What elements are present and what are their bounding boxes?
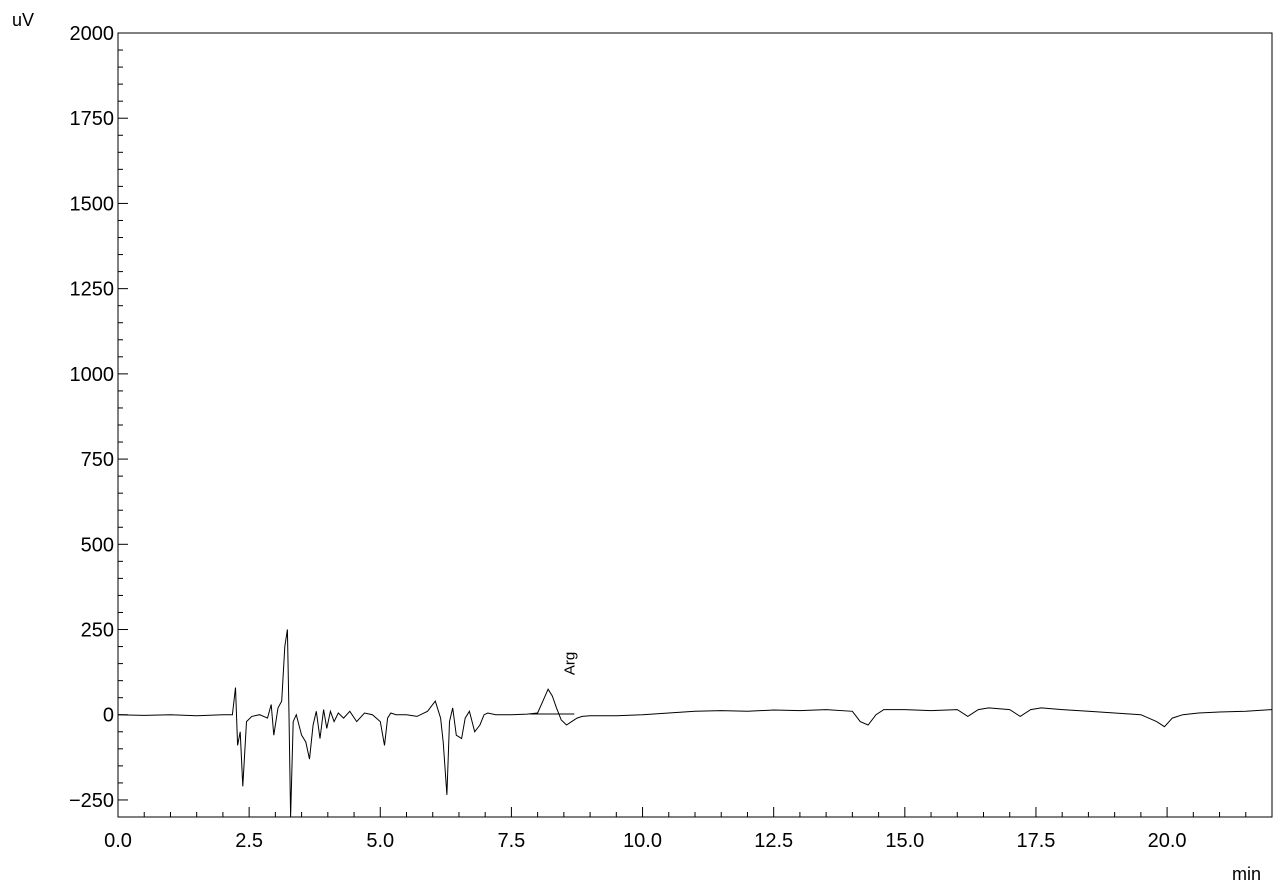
y-tick-label: 2000 [70, 23, 115, 45]
y-tick-label: 1000 [70, 364, 115, 386]
y-tick-label: 750 [81, 449, 114, 471]
y-tick-label: 250 [81, 620, 114, 642]
x-tick-label: 17.5 [1016, 830, 1055, 852]
x-tick-label: 2.5 [235, 830, 263, 852]
x-tick-label: 12.5 [754, 830, 793, 852]
series-line [118, 629, 1272, 817]
plot-frame [117, 32, 1273, 818]
series-layer [118, 629, 1272, 817]
annotation-layer: Arg [529, 652, 578, 715]
x-tick-label: 15.0 [885, 830, 924, 852]
x-tick-label: 0.0 [104, 830, 132, 852]
x-axis: 0.0 2.5 5.0 7.5 10.0 12.5 15.0 17.5 20.0 [104, 807, 1273, 852]
y-tick-label: 500 [81, 534, 114, 556]
x-tick-label: 7.5 [498, 830, 526, 852]
x-axis-unit-label: min [1232, 864, 1261, 884]
y-tick-label: 1250 [70, 279, 115, 301]
y-axis: −250 0 250 500 750 1000 1250 1500 1750 2000 [69, 23, 128, 812]
y-tick-label: 1750 [70, 108, 115, 130]
plot-border [117, 32, 1273, 818]
x-tick-label: 10.0 [623, 830, 662, 852]
y-tick-label: −250 [69, 790, 114, 812]
y-tick-label: 0 [103, 705, 114, 727]
y-axis-unit-label: uV [12, 10, 34, 30]
peak-label: Arg [561, 652, 578, 675]
y-tick-label: 1500 [70, 193, 115, 215]
x-tick-label: 20.0 [1148, 830, 1187, 852]
x-tick-label: 5.0 [366, 830, 394, 852]
